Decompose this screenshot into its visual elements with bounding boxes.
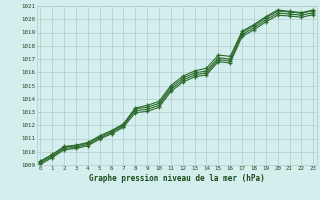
X-axis label: Graphe pression niveau de la mer (hPa): Graphe pression niveau de la mer (hPa) <box>89 174 265 183</box>
